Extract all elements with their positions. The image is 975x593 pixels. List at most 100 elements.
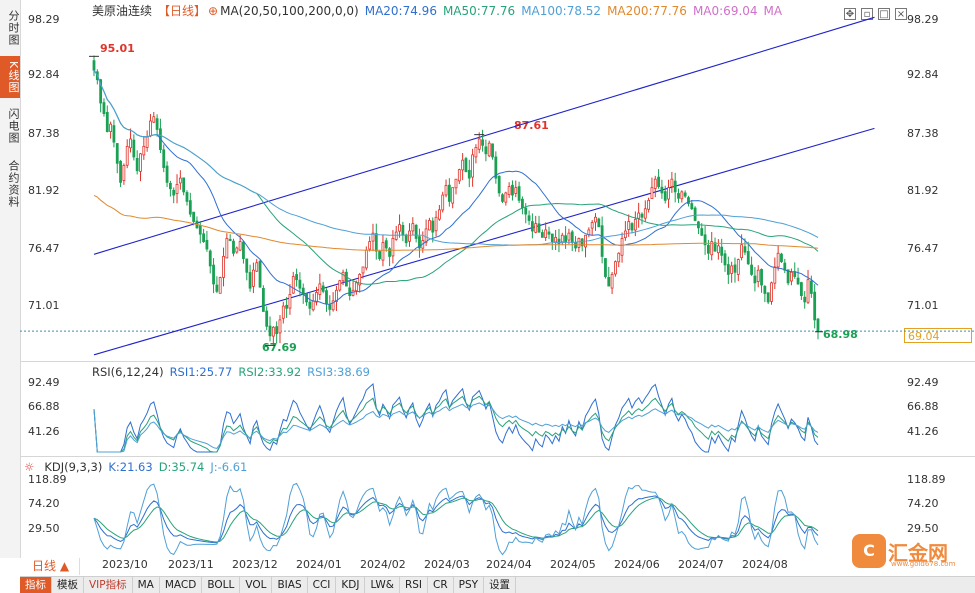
candle-body [653, 178, 657, 189]
candle-body [461, 159, 465, 171]
candle-body [198, 225, 202, 235]
candle-body [424, 228, 428, 243]
candle-body [178, 177, 182, 184]
watermark-logo: C 汇金网 www.gold678.com [852, 534, 955, 568]
candle-body [451, 187, 455, 204]
candle-body [537, 223, 541, 233]
tab-kdj[interactable]: KDJ [336, 577, 366, 593]
kdj-tick-right: 29.50 [907, 522, 939, 535]
tab-bias[interactable]: BIAS [272, 577, 308, 593]
tab-template[interactable]: 模板 [52, 577, 84, 593]
candle-body [710, 241, 714, 256]
ma20-value: MA20:74.96 [364, 4, 437, 18]
candle-body [607, 276, 611, 287]
x-tick-label: 2023/12 [232, 558, 278, 571]
candle-body [590, 222, 594, 229]
candle-body [773, 266, 777, 284]
candle-body [175, 184, 179, 194]
candle-body [494, 156, 498, 179]
candle-body [554, 236, 558, 243]
tab-indicator[interactable]: 指标 [20, 577, 52, 593]
tab-lw[interactable]: LW& [365, 577, 400, 593]
channel-upper-line [93, 16, 875, 255]
kdj-tick: 74.20 [28, 497, 60, 510]
candle-body [162, 149, 166, 168]
tab-timeshare[interactable]: 分时图 [7, 10, 20, 46]
candle-body [763, 286, 767, 294]
rsi-tick: 92.49 [28, 376, 60, 389]
period-selector[interactable]: 日线 ▲ [22, 558, 80, 575]
candle-body [378, 251, 382, 259]
candle-body [361, 266, 365, 274]
settings-sun-icon[interactable]: ☼ [24, 460, 35, 474]
tab-contract-info[interactable]: 合约资料 [7, 160, 20, 208]
candle-body [740, 244, 744, 258]
move-icon[interactable]: ✥ [844, 8, 856, 20]
kdj-tick: 29.50 [28, 522, 60, 535]
maximize-icon[interactable]: □ [878, 8, 890, 20]
x-tick-label: 2024/05 [550, 558, 596, 571]
ma50-line [93, 69, 819, 285]
candle-body [707, 244, 710, 254]
candle-body [348, 287, 352, 296]
high-annotation: 95.01 [100, 42, 135, 55]
candle-body [301, 287, 305, 295]
candle-body [491, 143, 494, 158]
candle-body [428, 220, 431, 231]
candle-body [268, 325, 272, 337]
candle-body [580, 238, 584, 247]
candle-body [311, 300, 315, 311]
candle-body [235, 247, 239, 253]
tab-rsi[interactable]: RSI [400, 577, 428, 593]
tab-cci[interactable]: CCI [308, 577, 337, 593]
candle-body [358, 274, 362, 286]
tab-vip-indicator[interactable]: VIP指标 [84, 577, 133, 593]
tab-flash[interactable]: 闪电图 [7, 108, 20, 144]
low-annotation: 68.98 [823, 328, 858, 341]
y-tick-left: 71.01 [28, 299, 60, 312]
candle-body [102, 102, 106, 114]
tab-settings[interactable]: 设置 [484, 577, 517, 593]
rsi-tick: 41.26 [28, 425, 60, 438]
y-tick-right: 92.84 [907, 68, 939, 81]
candle-body [245, 258, 249, 273]
kdj-j-line [93, 482, 819, 556]
restore-icon[interactable]: ▫ [861, 8, 873, 20]
kdj-tick: 118.89 [28, 473, 67, 486]
candle-body [129, 138, 132, 149]
y-tick-right: 98.29 [907, 13, 939, 26]
tab-boll[interactable]: BOLL [202, 577, 241, 593]
candle-body [657, 176, 660, 187]
tab-vol[interactable]: VOL [240, 577, 273, 593]
rsi1-line [93, 383, 819, 453]
candle-body [733, 264, 737, 273]
zoom-icon[interactable]: ⊕ [208, 4, 219, 18]
tab-cr[interactable]: CR [428, 577, 454, 593]
candle-body [142, 145, 146, 156]
close-icon[interactable]: × [895, 8, 907, 20]
candle-body [610, 274, 614, 289]
candle-body [228, 238, 232, 241]
candle-body [481, 139, 484, 146]
candle-body [172, 189, 176, 196]
candle-body [305, 293, 308, 303]
tab-ma[interactable]: MA [133, 577, 160, 593]
candle-body [567, 232, 571, 241]
rsi-name: RSI(6,12,24) [92, 365, 164, 379]
candle-body [750, 264, 753, 275]
tab-psy[interactable]: PSY [454, 577, 485, 593]
candle-body [149, 120, 152, 137]
candle-body [315, 291, 318, 303]
tab-macd[interactable]: MACD [160, 577, 203, 593]
symbol-name: 美原油连续 [92, 4, 153, 18]
candle-body [730, 265, 734, 274]
candle-body [441, 194, 445, 211]
candle-body [328, 304, 332, 310]
candle-body [647, 199, 651, 210]
x-tick-label: 2024/08 [742, 558, 788, 571]
candle-body [614, 261, 617, 275]
candle-body [99, 79, 103, 104]
rsi-header: RSI(6,12,24) RSI1:25.77 RSI2:33.92 RSI3:38.… [92, 365, 376, 379]
tab-kline[interactable]: K线图 [0, 56, 20, 98]
x-tick-label: 2024/07 [678, 558, 724, 571]
